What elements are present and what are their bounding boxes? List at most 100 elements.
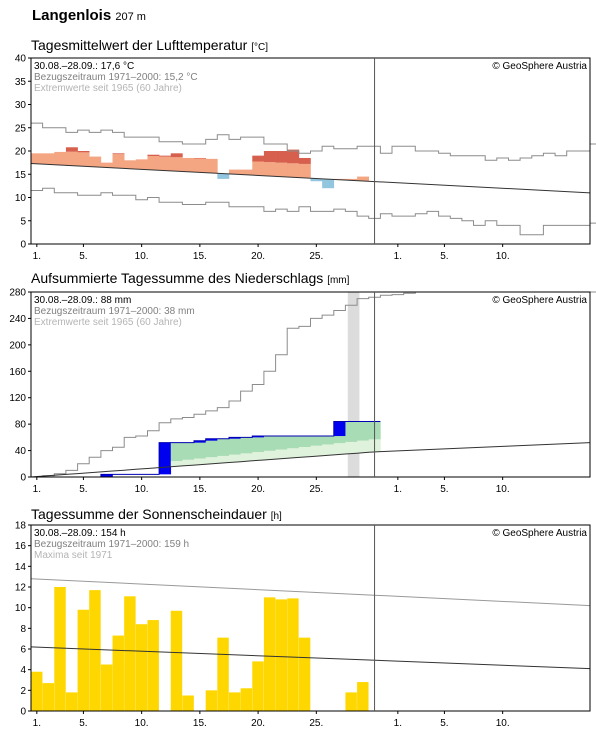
sunshine-chart [30, 578, 591, 711]
temperature-ytick-label: 35 [15, 77, 27, 88]
temperature-bar [298, 163, 311, 178]
temperature-bar-high [252, 155, 265, 162]
precipitation-ytick-label: 40 [15, 446, 27, 457]
sunshine-info-line-1: 30.08.–28.09.: 154 h [34, 528, 126, 539]
precipitation-xtick-label: 10. [135, 484, 149, 495]
station-title: Langenlois 207 m [32, 7, 146, 24]
sunshine-normal-line [30, 646, 591, 670]
precipitation-xtick-label: 15. [193, 484, 207, 495]
temperature-extreme-min-line [31, 187, 596, 236]
temperature-xtick-label: 1. [394, 251, 402, 262]
sunshine-bar [182, 695, 194, 711]
sunshine-bar [228, 692, 241, 711]
sunshine-bar [89, 590, 101, 711]
temperature-bar-low [217, 173, 230, 179]
temperature-ytick-label: 25 [15, 123, 27, 134]
temperature-bar [31, 153, 43, 164]
sunshine-bar [77, 609, 90, 711]
sunshine-bar [252, 661, 264, 711]
precipitation-copyright: © GeoSphere Austria [492, 295, 587, 306]
precipitation-area [217, 438, 230, 456]
temperature-bar [54, 151, 67, 166]
precipitation-area-light [194, 458, 206, 465]
precipitation-area [345, 421, 358, 442]
sunshine-bar [147, 620, 159, 711]
precipitation-daily-increment [205, 438, 218, 441]
temperature-extreme-max-line [31, 122, 596, 161]
temperature-ytick-label: 15 [15, 170, 27, 181]
precipitation-area-light [182, 459, 195, 466]
precipitation-ytick-label: 280 [9, 288, 26, 299]
sunshine-bar [112, 635, 124, 711]
temperature-bar [275, 162, 288, 177]
precipitation-area [228, 437, 241, 455]
temperature-bar-high [287, 149, 300, 164]
precipitation-area-light [345, 441, 358, 454]
precipitation-area [357, 421, 370, 441]
temperature-bar [252, 161, 265, 176]
temperature-bar-high [298, 157, 311, 164]
temperature-info-line-2: Bezugszeitraum 1971–2000: 15,2 °C [34, 72, 198, 83]
temperature-bar-high [159, 155, 172, 157]
temperature-chart [30, 122, 596, 236]
precipitation-info-line-2: Bezugszeitraum 1971–2000: 38 mm [34, 306, 195, 317]
temperature-xtick-label: 1. [33, 251, 41, 262]
temperature-normal-line [30, 163, 591, 194]
temperature-bar-high [147, 154, 160, 157]
precipitation-area [240, 437, 253, 454]
sunshine-ytick-label: 4 [20, 665, 26, 676]
temperature-bar [100, 162, 113, 168]
precipitation-area [182, 442, 195, 460]
temperature-bar-high [263, 151, 276, 163]
precipitation-ytick-label: 80 [15, 420, 27, 431]
sunshine-ytick-label: 8 [20, 624, 26, 635]
sunshine-xtick-label: 20. [251, 718, 265, 729]
sunshine-bar [54, 587, 66, 711]
sunshine-bar [287, 598, 299, 711]
precipitation-area [252, 436, 265, 453]
precipitation-area [275, 436, 288, 450]
sunshine-ytick-label: 0 [20, 707, 26, 718]
temperature-xtick-label: 5. [440, 251, 448, 262]
temperature-bar-high [112, 153, 125, 155]
precipitation-xtick-label: 25. [309, 484, 323, 495]
sunshine-xtick-label: 5. [440, 718, 448, 729]
sunshine-title-text: Tagessumme der Sonnenscheindauer [31, 506, 267, 522]
precipitation-unit: [mm] [327, 275, 350, 286]
sunshine-bar [357, 682, 369, 711]
sunshine-info-line-3: Maxima seit 1971 [34, 550, 113, 561]
station-altitude: 207 m [115, 11, 146, 23]
sunshine-ytick-label: 18 [15, 521, 27, 532]
precipitation-area [263, 436, 276, 451]
temperature-ytick-label: 40 [15, 54, 27, 65]
temperature-xtick-label: 25. [309, 251, 323, 262]
precipitation-normal-line [30, 442, 591, 478]
precipitation-xtick-label: 1. [33, 484, 41, 495]
temperature-bar-high [275, 151, 288, 163]
temperature-bar [228, 169, 241, 175]
sunshine-ytick-label: 6 [20, 645, 26, 656]
sunshine-xtick-label: 5. [79, 718, 87, 729]
sunshine-copyright: © GeoSphere Austria [492, 528, 587, 539]
sunshine-xtick-label: 10. [135, 718, 149, 729]
temperature-bar [112, 154, 125, 169]
precipitation-plot-frame [30, 291, 591, 478]
temperature-ytick-label: 30 [15, 100, 27, 111]
temperature-bar-high [170, 153, 183, 158]
precipitation-area [194, 440, 206, 459]
sunshine-bar [263, 597, 276, 711]
temperature-bar [357, 176, 370, 181]
precipitation-area-light [217, 455, 230, 463]
sunshine-chart-title: Tagessumme der Sonnenscheindauer [h] [31, 506, 282, 522]
precipitation-xtick-label: 20. [251, 484, 265, 495]
sunshine-bar [217, 637, 229, 711]
sunshine-xtick-label: 1. [394, 718, 402, 729]
precipitation-xtick-label: 10. [496, 484, 510, 495]
precipitation-area-light [263, 450, 276, 460]
sunshine-xtick-label: 15. [193, 718, 207, 729]
precipitation-info-line-3: Extremwerte seit 1965 (60 Jahre) [34, 317, 182, 328]
sunshine-ytick-label: 10 [15, 603, 27, 614]
temperature-xtick-label: 10. [496, 251, 510, 262]
precipitation-missing-day-band [347, 292, 360, 477]
temperature-copyright: © GeoSphere Austria [492, 61, 587, 72]
